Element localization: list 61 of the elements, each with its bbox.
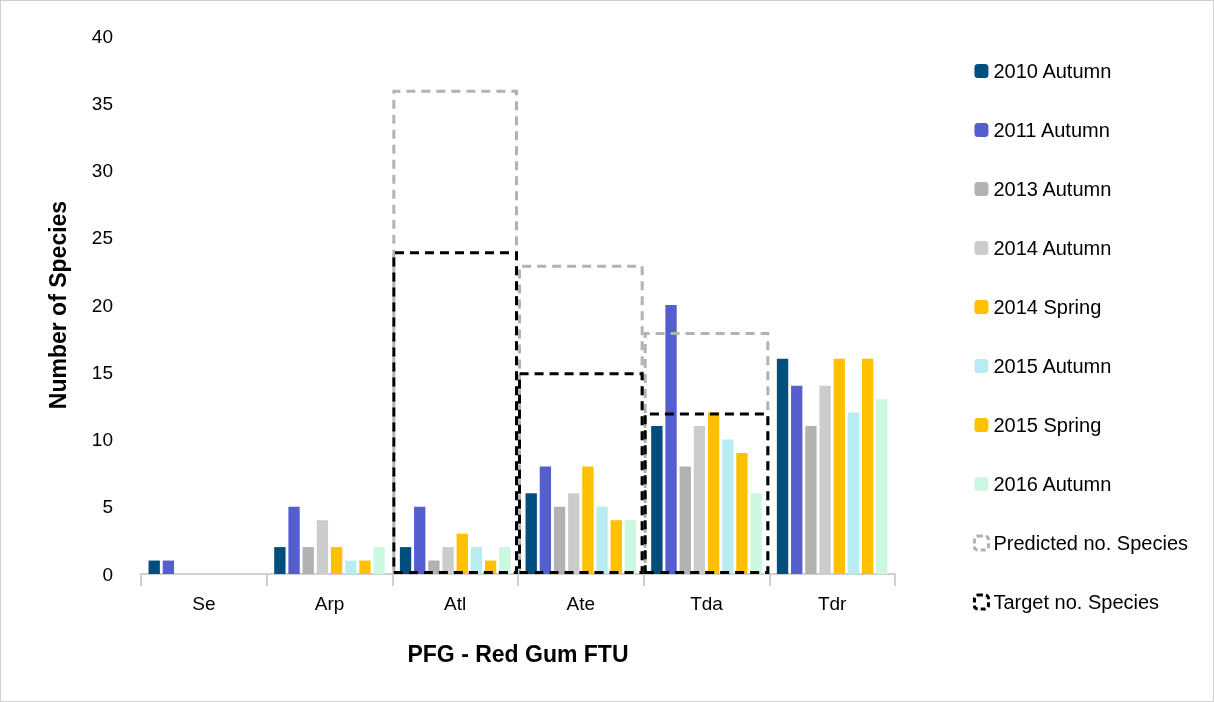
bar xyxy=(596,506,608,574)
bar xyxy=(414,506,426,574)
x-tick-label: Atl xyxy=(444,593,467,614)
bar xyxy=(624,520,637,574)
x-tick-label: Arp xyxy=(314,593,345,614)
y-tick-label: 15 xyxy=(91,361,113,383)
bar xyxy=(679,466,691,574)
bar xyxy=(456,533,468,574)
bar xyxy=(610,520,622,574)
bar xyxy=(359,560,371,574)
y-tick-label: 0 xyxy=(102,563,113,585)
bar xyxy=(805,426,817,574)
bar xyxy=(345,560,357,574)
bar xyxy=(162,560,175,574)
bar xyxy=(582,466,594,574)
bar xyxy=(722,439,734,574)
legend-label: 2014 Spring xyxy=(993,296,1102,318)
x-tick-label: Se xyxy=(192,593,216,614)
legend-label: Target no. Species xyxy=(993,591,1160,613)
y-tick-label: 35 xyxy=(91,92,113,114)
bar xyxy=(470,547,483,574)
legend-label: 2010 Autumn xyxy=(993,60,1112,82)
y-axis-title: Number of Species xyxy=(44,200,71,410)
y-tick-label: 25 xyxy=(91,227,113,249)
bar xyxy=(776,358,789,574)
legend-label: 2014 Autumn xyxy=(993,237,1112,259)
bar xyxy=(553,506,566,574)
bar xyxy=(148,560,160,574)
legend-label: 2013 Autumn xyxy=(993,178,1112,200)
x-tick-label: Ate xyxy=(566,593,596,614)
y-tick-label: 20 xyxy=(91,294,113,316)
bar xyxy=(399,547,412,574)
x-tick-label: Tda xyxy=(690,593,724,614)
bar xyxy=(876,399,888,574)
legend-label: Predicted no. Species xyxy=(993,532,1188,554)
bar xyxy=(288,506,300,574)
bar xyxy=(373,547,385,574)
bar xyxy=(302,547,314,574)
legend-label: 2015 Spring xyxy=(993,414,1102,436)
bar xyxy=(525,493,537,574)
bar xyxy=(539,466,552,574)
bar xyxy=(330,547,343,574)
y-tick-label: 10 xyxy=(91,429,113,450)
bar xyxy=(833,358,845,574)
y-tick-label: 5 xyxy=(102,496,113,518)
bar xyxy=(665,305,677,574)
legend-label: 2015 Autumn xyxy=(993,355,1112,377)
bar xyxy=(707,412,720,574)
x-axis-title: PFG - Red Gum FTU xyxy=(407,640,629,667)
bar xyxy=(750,493,762,574)
bar xyxy=(736,452,748,574)
y-tick-label: 30 xyxy=(91,160,113,181)
bar xyxy=(791,385,803,574)
bar xyxy=(847,412,860,574)
bar xyxy=(651,426,663,574)
bar xyxy=(274,547,286,574)
bar xyxy=(861,358,874,574)
x-tick-label: Tdr xyxy=(817,593,848,614)
legend-label: 2011 Autumn xyxy=(993,119,1110,141)
legend-label: 2016 Autumn xyxy=(993,473,1112,495)
y-tick-label: 40 xyxy=(91,25,113,47)
